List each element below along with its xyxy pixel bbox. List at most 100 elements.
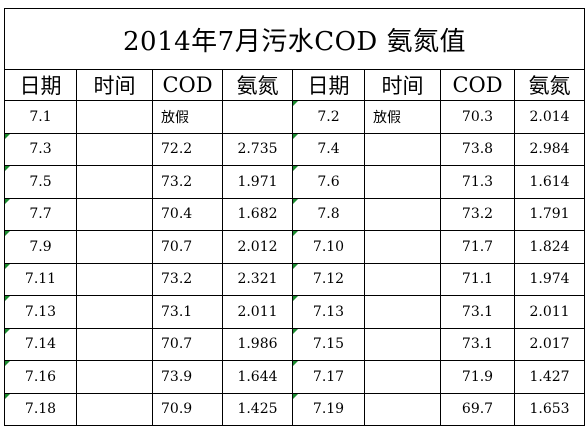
date-cell-2[interactable]: 7.2	[292, 100, 365, 134]
time-cell[interactable]	[76, 230, 153, 264]
cod-cell-2[interactable]: 71.7	[440, 230, 515, 264]
cod-cell[interactable]: 70.4	[152, 197, 223, 231]
time-cell-2[interactable]: 放假	[364, 100, 441, 134]
cod-cell-2[interactable]: 71.1	[440, 262, 515, 296]
cod-cell-2[interactable]: 71.3	[440, 165, 515, 199]
time-cell-2[interactable]	[364, 165, 441, 199]
table-row: 7.18 70.9 1.425 7.19 69.7 1.653	[4, 392, 586, 426]
time-cell-2[interactable]	[364, 132, 441, 166]
date-cell[interactable]: 7.18	[4, 392, 77, 426]
date-cell[interactable]: 7.14	[4, 327, 77, 361]
ammonia-cell[interactable]: 1.644	[222, 360, 293, 394]
table-row: 7.3 72.2 2.735 7.4 73.8 2.984	[4, 132, 586, 166]
ammonia-cell[interactable]	[222, 100, 293, 134]
ammonia-cell[interactable]: 1.682	[222, 197, 293, 231]
time-cell-2[interactable]	[364, 262, 441, 296]
cod-cell-2[interactable]: 69.7	[440, 392, 515, 426]
date-cell[interactable]: 7.9	[4, 230, 77, 264]
time-cell-2[interactable]	[364, 392, 441, 426]
ammonia-cell-2[interactable]: 1.427	[513, 360, 586, 394]
date-cell-2[interactable]: 7.10	[292, 230, 365, 264]
date-cell-2[interactable]: 7.15	[292, 327, 365, 361]
date-cell-2[interactable]: 7.13	[292, 295, 365, 329]
date-cell[interactable]: 7.13	[4, 295, 77, 329]
cod-cell-2[interactable]: 73.8	[440, 132, 515, 166]
ammonia-cell[interactable]: 2.321	[222, 262, 293, 296]
ammonia-cell-2[interactable]: 1.614	[513, 165, 586, 199]
date-cell[interactable]: 7.5	[4, 165, 77, 199]
data-table: 2014年7月污水COD 氨氮值 日期 时间 COD 氨氮 日期 时间 COD …	[3, 8, 586, 426]
cod-cell[interactable]: 70.7	[152, 327, 223, 361]
time-cell[interactable]	[76, 132, 153, 166]
date-cell-2[interactable]: 7.4	[292, 132, 365, 166]
ammonia-cell-2[interactable]: 1.974	[513, 262, 586, 296]
time-cell[interactable]	[76, 360, 153, 394]
table-row: 7.11 73.2 2.321 7.12 71.1 1.974	[4, 262, 586, 296]
ammonia-cell-2[interactable]: 2.984	[513, 132, 586, 166]
time-cell[interactable]	[76, 295, 153, 329]
date-cell-2[interactable]: 7.8	[292, 197, 365, 231]
time-cell[interactable]	[76, 327, 153, 361]
cod-cell-2[interactable]: 73.2	[440, 197, 515, 231]
header-ammonia[interactable]: 氨氮	[222, 69, 293, 101]
header-date-2[interactable]: 日期	[292, 69, 365, 101]
cod-cell[interactable]: 73.2	[152, 262, 223, 296]
cod-cell[interactable]: 70.9	[152, 392, 223, 426]
table-row: 7.9 70.7 2.012 7.10 71.7 1.824	[4, 230, 586, 264]
ammonia-cell-2[interactable]: 1.653	[513, 392, 586, 426]
table-row: 7.16 73.9 1.644 7.17 71.9 1.427	[4, 360, 586, 394]
date-cell[interactable]: 7.11	[4, 262, 77, 296]
cod-cell[interactable]: 73.2	[152, 165, 223, 199]
time-cell-2[interactable]	[364, 230, 441, 264]
header-time[interactable]: 时间	[76, 69, 153, 101]
cod-cell-2[interactable]: 73.1	[440, 295, 515, 329]
date-cell[interactable]: 7.7	[4, 197, 77, 231]
time-cell[interactable]	[76, 262, 153, 296]
cod-cell[interactable]: 放假	[152, 100, 223, 134]
cod-cell-2[interactable]: 71.9	[440, 360, 515, 394]
date-cell-2[interactable]: 7.12	[292, 262, 365, 296]
table-title[interactable]: 2014年7月污水COD 氨氮值	[3, 8, 586, 70]
header-date[interactable]: 日期	[4, 69, 77, 101]
header-ammonia-2[interactable]: 氨氮	[513, 69, 586, 101]
ammonia-cell-2[interactable]: 2.011	[513, 295, 586, 329]
ammonia-cell-2[interactable]: 2.014	[513, 100, 586, 134]
time-cell-2[interactable]	[364, 295, 441, 329]
ammonia-cell-2[interactable]: 2.017	[513, 327, 586, 361]
date-cell-2[interactable]: 7.6	[292, 165, 365, 199]
cod-cell[interactable]: 73.9	[152, 360, 223, 394]
cod-cell[interactable]: 70.7	[152, 230, 223, 264]
header-time-2[interactable]: 时间	[364, 69, 441, 101]
date-cell[interactable]: 7.16	[4, 360, 77, 394]
header-cod[interactable]: COD	[152, 69, 223, 101]
header-cod-2[interactable]: COD	[440, 69, 515, 101]
time-cell[interactable]	[76, 165, 153, 199]
table-row: 7.1 放假 7.2 放假 70.3 2.014	[4, 100, 586, 134]
ammonia-cell-2[interactable]: 1.824	[513, 230, 586, 264]
date-cell-2[interactable]: 7.19	[292, 392, 365, 426]
cod-cell-2[interactable]: 70.3	[440, 100, 515, 134]
ammonia-cell[interactable]: 2.011	[222, 295, 293, 329]
cod-cell[interactable]: 72.2	[152, 132, 223, 166]
cod-cell[interactable]: 73.1	[152, 295, 223, 329]
table-row: 7.7 70.4 1.682 7.8 73.2 1.791	[4, 197, 586, 231]
time-cell[interactable]	[76, 197, 153, 231]
ammonia-cell[interactable]: 2.735	[222, 132, 293, 166]
ammonia-cell[interactable]: 2.012	[222, 230, 293, 264]
time-cell-2[interactable]	[364, 360, 441, 394]
ammonia-cell[interactable]: 1.986	[222, 327, 293, 361]
time-cell-2[interactable]	[364, 327, 441, 361]
cod-cell-2[interactable]: 73.1	[440, 327, 515, 361]
table-row: 7.14 70.7 1.986 7.15 73.1 2.017	[4, 327, 586, 361]
date-cell-2[interactable]: 7.17	[292, 360, 365, 394]
date-cell[interactable]: 7.1	[4, 100, 77, 134]
ammonia-cell[interactable]: 1.425	[222, 392, 293, 426]
time-cell-2[interactable]	[364, 197, 441, 231]
ammonia-cell[interactable]: 1.971	[222, 165, 293, 199]
time-cell[interactable]	[76, 100, 153, 134]
time-cell[interactable]	[76, 392, 153, 426]
spreadsheet-view: 2014年7月污水COD 氨氮值 日期 时间 COD 氨氮 日期 时间 COD …	[3, 8, 586, 426]
header-row: 日期 时间 COD 氨氮 日期 时间 COD 氨氮	[4, 69, 586, 101]
date-cell[interactable]: 7.3	[4, 132, 77, 166]
ammonia-cell-2[interactable]: 1.791	[513, 197, 586, 231]
